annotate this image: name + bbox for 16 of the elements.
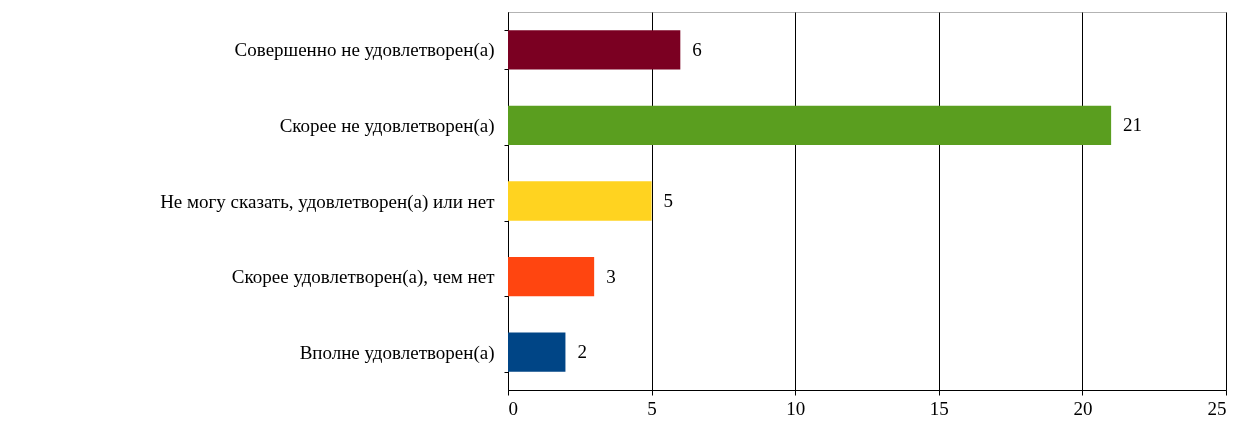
x-tick-label: 10 <box>786 397 806 419</box>
x-tick-label: 0 <box>508 397 518 419</box>
y-tick-label: Вполне удовлетворен(а) <box>299 341 495 364</box>
y-tick-label: Скорее удовлетворен(а), чем нет <box>231 266 496 289</box>
x-tick-label: 5 <box>647 397 657 419</box>
x-tick-label: 20 <box>1073 397 1093 419</box>
data-label: 2 <box>577 341 587 363</box>
x-tick-label: 15 <box>929 397 949 419</box>
y-tick-label: Не могу сказать, удовлетворен(а) или нет <box>160 190 496 213</box>
data-label: 5 <box>663 190 674 211</box>
data-label: 6 <box>692 38 702 60</box>
data-label: 3 <box>606 265 616 287</box>
y-tick-label: Скорее не удовлетворен(а) <box>279 114 495 137</box>
x-tick-label: 25 <box>1207 397 1227 419</box>
data-label: 21 <box>1123 114 1143 136</box>
y-tick-label: Совершенно не удовлетворен(а) <box>234 39 495 62</box>
